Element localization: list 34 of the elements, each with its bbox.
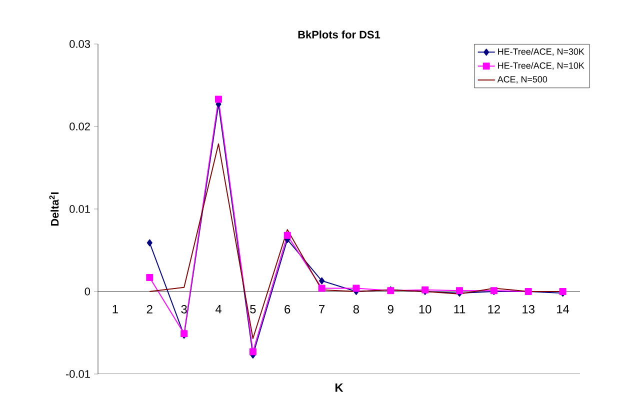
- x-tick-label: 3: [181, 305, 187, 314]
- x-tick-label: 4: [215, 305, 222, 314]
- y-tick-label: 0: [84, 288, 90, 296]
- y-tick-label: 0.01: [70, 205, 90, 213]
- y-axis-title: Delta$^{2}$I: [49, 192, 59, 226]
- x-tick-label: 5: [250, 305, 256, 314]
- x-tick-label: 8: [353, 305, 360, 314]
- x-tick-label: 7: [319, 305, 325, 314]
- x-axis-title: K: [335, 384, 344, 392]
- point: [319, 277, 325, 284]
- x-tick-label: 1: [112, 305, 118, 314]
- x-tick-label: 11: [454, 305, 466, 314]
- y-tick-label: 0.03: [70, 40, 90, 48]
- x-tick-label: 12: [488, 305, 500, 314]
- point: [215, 96, 222, 103]
- point: [146, 239, 152, 246]
- point: [249, 348, 256, 356]
- point: [284, 232, 291, 239]
- point: [318, 284, 326, 292]
- point: [352, 284, 360, 292]
- x-tick-label: 2: [146, 305, 152, 314]
- point: [146, 274, 154, 281]
- legend-label: ACE, N=500: [497, 76, 548, 84]
- point: [456, 287, 464, 294]
- x-tick-label: 13: [522, 305, 534, 314]
- y-tick-label: -0.01: [66, 370, 90, 378]
- x-tick-label: 6: [284, 305, 290, 314]
- x-tick-label: 10: [419, 305, 432, 314]
- x-tick-label: 14: [557, 305, 570, 314]
- x-tick-label: 9: [388, 305, 394, 314]
- chart-title: BkPlots for DS1: [298, 30, 380, 39]
- legend-label: HE-Tree/ACE, N=30K: [498, 48, 584, 56]
- y-tick-label: 0.02: [70, 122, 90, 130]
- legend-label: HE-Tree/ACE, N=10K: [498, 62, 584, 70]
